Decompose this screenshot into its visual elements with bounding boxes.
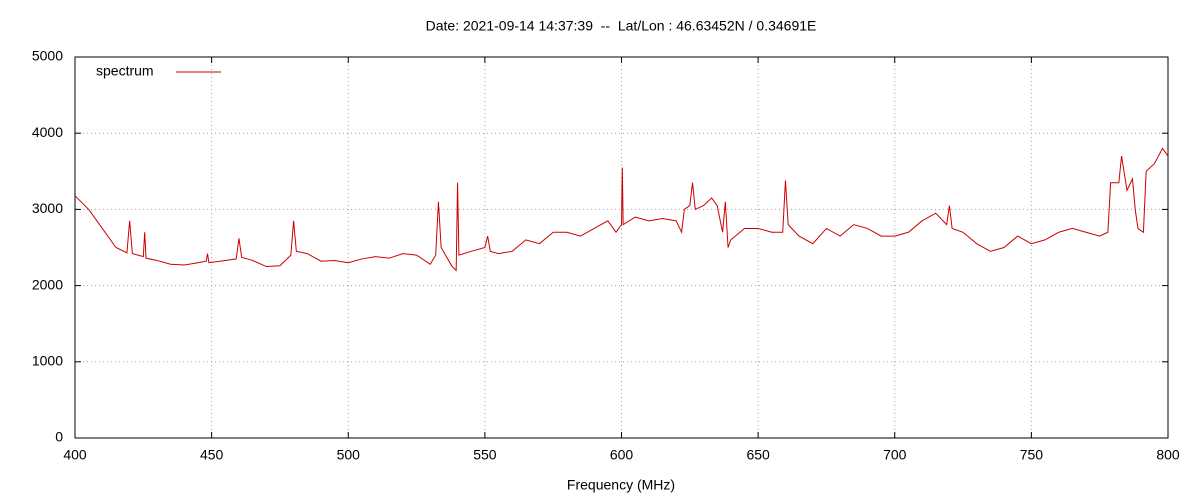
x-tick-label: 600 bbox=[610, 447, 634, 463]
x-tick-label: 500 bbox=[337, 447, 361, 463]
y-tick-label: 1000 bbox=[32, 353, 63, 369]
x-tick-label: 800 bbox=[1156, 447, 1180, 463]
legend-label: spectrum bbox=[96, 63, 154, 79]
y-tick-label: 0 bbox=[55, 429, 63, 445]
y-tick-label: 3000 bbox=[32, 200, 63, 216]
x-tick-label: 700 bbox=[883, 447, 907, 463]
x-tick-label: 450 bbox=[200, 447, 224, 463]
chart-title: Date: 2021-09-14 14:37:39 -- Lat/Lon : 4… bbox=[426, 18, 817, 34]
data-line bbox=[74, 147, 1169, 272]
x-tick-label: 750 bbox=[1020, 447, 1044, 463]
x-tick-label: 400 bbox=[63, 447, 87, 463]
y-tick-label: 5000 bbox=[32, 48, 63, 64]
y-tick-label: 2000 bbox=[32, 276, 63, 292]
plot-border bbox=[74, 56, 1169, 439]
x-tick-label: 550 bbox=[473, 447, 497, 463]
x-tick-label: 650 bbox=[746, 447, 770, 463]
x-axis-label: Frequency (MHz) bbox=[567, 477, 675, 493]
y-tick-label: 4000 bbox=[32, 124, 63, 140]
